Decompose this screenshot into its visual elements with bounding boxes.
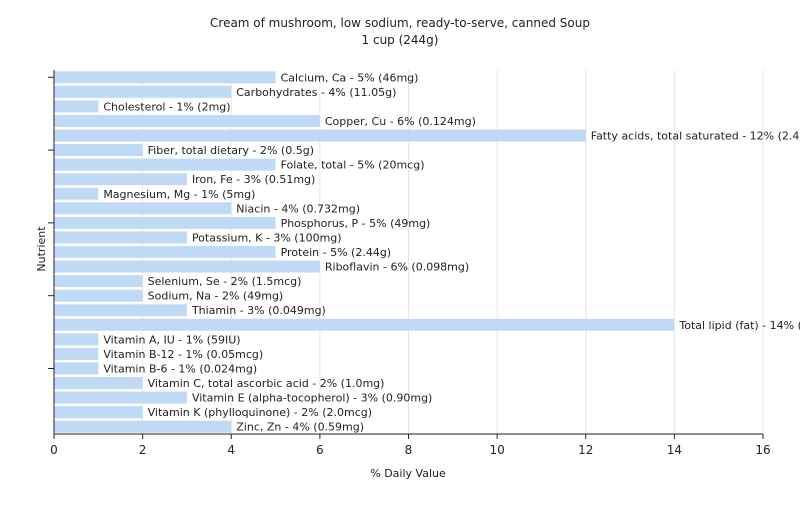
- bar-label: Vitamin B-12 - 1% (0.05mcg): [103, 348, 263, 361]
- bar: [54, 100, 99, 113]
- bar-label: Vitamin E (alpha-tocopherol) - 3% (0.90m…: [192, 392, 432, 405]
- x-tick-label: 16: [755, 443, 770, 457]
- bar: [54, 318, 675, 331]
- bar: [54, 362, 99, 375]
- bar-label: Riboflavin - 6% (0.098mg): [325, 261, 469, 274]
- bar-label: Carbohydrates - 4% (11.05g): [236, 86, 396, 99]
- x-tick-label: 10: [489, 443, 504, 457]
- bar-label: Iron, Fe - 3% (0.51mg): [192, 173, 315, 186]
- axes: 0 2 4 6 8 10 12 14 16: [48, 70, 771, 457]
- bar-label: Calcium, Ca - 5% (46mg): [281, 71, 419, 84]
- bar: [54, 231, 187, 244]
- bar-label: Selenium, Se - 2% (1.5mcg): [148, 275, 302, 288]
- bar-label: Thiamin - 3% (0.049mg): [191, 304, 326, 317]
- bar: [54, 173, 187, 186]
- bar-label: Fatty acids, total saturated - 12% (2.45…: [591, 130, 800, 143]
- bar: [54, 71, 276, 84]
- bar: [54, 406, 143, 419]
- x-tick-label: 4: [227, 443, 235, 457]
- bar-label: Zinc, Zn - 4% (0.59mg): [236, 421, 364, 434]
- bar-label: Vitamin K (phylloquinone) - 2% (2.0mcg): [148, 406, 372, 419]
- x-tick-label: 6: [316, 443, 324, 457]
- x-tick-label: 12: [578, 443, 593, 457]
- bar-label: Vitamin B-6 - 1% (0.024mg): [103, 362, 257, 375]
- bar-label: Magnesium, Mg - 1% (5mg): [103, 188, 255, 201]
- bar-label: Cholesterol - 1% (2mg): [103, 100, 230, 113]
- x-tick-label: 14: [667, 443, 682, 457]
- chart-subtitle: 1 cup (244g): [362, 33, 439, 47]
- x-tick-label: 0: [50, 443, 58, 457]
- bar-label: Total lipid (fat) - 14% (9.03g): [678, 319, 800, 332]
- bar: [54, 391, 187, 404]
- bar-label: Sodium, Na - 2% (49mg): [148, 290, 284, 303]
- y-axis-label: Nutrient: [35, 226, 48, 272]
- bar: [54, 158, 276, 171]
- bar: [54, 289, 143, 302]
- bar: [54, 420, 232, 433]
- bar-label: Niacin - 4% (0.732mg): [236, 202, 360, 215]
- bar-label: Protein - 5% (2.44g): [281, 246, 392, 259]
- bar-label: Fiber, total dietary - 2% (0.5g): [148, 144, 314, 157]
- bar: [54, 347, 99, 360]
- x-tick-label: 8: [405, 443, 413, 457]
- bar: [54, 216, 276, 229]
- bar: [54, 246, 276, 258]
- bar: [54, 304, 187, 317]
- bar-label: Potassium, K - 3% (100mg): [192, 231, 342, 244]
- bar: [54, 144, 143, 157]
- bar: [54, 202, 232, 215]
- bar-label: Vitamin A, IU - 1% (59IU): [103, 333, 240, 346]
- bars: Calcium, Ca - 5% (46mg) Carbohydrates - 4…: [54, 71, 800, 434]
- bar: [54, 377, 143, 390]
- bar: [54, 260, 320, 273]
- chart-title: Cream of mushroom, low sodium, ready-to-…: [210, 16, 590, 30]
- x-tick-label: 2: [139, 443, 147, 457]
- bar: [54, 129, 586, 142]
- bar: [54, 187, 99, 200]
- bar: [54, 114, 320, 127]
- bar: [54, 275, 143, 288]
- bar: [54, 85, 232, 98]
- bar: [54, 333, 99, 346]
- bar-label: Phosphorus, P - 5% (49mg): [281, 217, 431, 230]
- x-axis-label: % Daily Value: [370, 467, 446, 480]
- bar-label: Folate, total - 5% (20mcg): [281, 159, 425, 172]
- bar-label: Copper, Cu - 6% (0.124mg): [325, 115, 476, 128]
- bar-label: Vitamin C, total ascorbic acid - 2% (1.0…: [148, 377, 385, 390]
